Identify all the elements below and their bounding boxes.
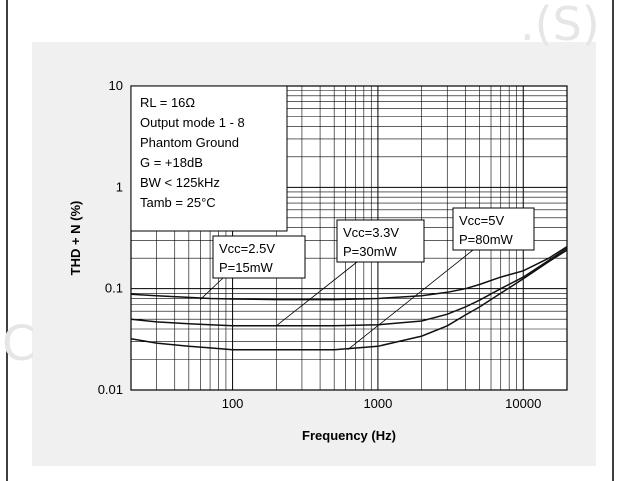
callout-box-1 bbox=[212, 235, 306, 279]
x-tick-label: 100 bbox=[222, 396, 244, 411]
series-line-1 bbox=[130, 245, 568, 301]
series-layer bbox=[130, 245, 568, 351]
x-tick-labels: 100 1000 10000 bbox=[222, 396, 542, 411]
conditions-box-frame bbox=[130, 85, 288, 232]
x-axis-label: Frequency (Hz) bbox=[302, 428, 396, 443]
y-axis-label: THD + N (%) bbox=[68, 201, 83, 276]
callout-layer: Vcc=2.5V P=15mW Vcc=3.3V P=30mW Vcc=5V P=80mW bbox=[200, 207, 535, 350]
callout-label-1-line-1: Vcc=2.5V bbox=[219, 241, 275, 256]
conditions-box: RL = 16Ω Output mode 1 - 8 Phantom Groun… bbox=[130, 85, 288, 232]
x-tick-label: 10000 bbox=[505, 396, 541, 411]
callout-leader-2 bbox=[276, 261, 358, 327]
callout-box-2 bbox=[336, 219, 425, 263]
condition-bandwidth: BW < 125kHz bbox=[140, 175, 220, 190]
callout-leader-3 bbox=[347, 249, 474, 350]
callout-box-3 bbox=[452, 207, 535, 251]
y-tick-label: 0.01 bbox=[98, 382, 123, 397]
condition-output-mode: Output mode 1 - 8 bbox=[140, 115, 245, 130]
condition-load: RL = 16Ω bbox=[140, 95, 195, 110]
condition-gain: G = +18dB bbox=[140, 155, 203, 170]
callout-label-2-line-2: P=30mW bbox=[343, 244, 398, 259]
series-line-2 bbox=[130, 247, 568, 327]
callout-label-1-line-2: P=15mW bbox=[219, 260, 274, 275]
watermark-fragment-top: .(S) bbox=[520, 0, 600, 51]
callout-label-3-line-2: P=80mW bbox=[459, 232, 514, 247]
callout-label-3-line-1: Vcc=5V bbox=[459, 213, 504, 228]
y-tick-label: 0.1 bbox=[105, 281, 123, 296]
y-tick-label: 10 bbox=[109, 78, 123, 93]
series-line-3 bbox=[130, 249, 568, 351]
y-tick-labels: 10 1 0.1 0.01 bbox=[98, 78, 123, 397]
x-tick-label: 1000 bbox=[363, 396, 392, 411]
condition-temperature: Tamb = 25°C bbox=[140, 195, 216, 210]
callout-label-2-line-1: Vcc=3.3V bbox=[343, 225, 399, 240]
y-tick-label: 1 bbox=[116, 179, 123, 194]
watermark-fragment-left: C bbox=[2, 316, 36, 372]
condition-ground: Phantom Ground bbox=[140, 135, 239, 150]
callout-leader-1 bbox=[200, 277, 224, 300]
thd-chart: Vcc=2.5V P=15mW Vcc=3.3V P=30mW Vcc=5V P=80mW… bbox=[68, 78, 568, 443]
